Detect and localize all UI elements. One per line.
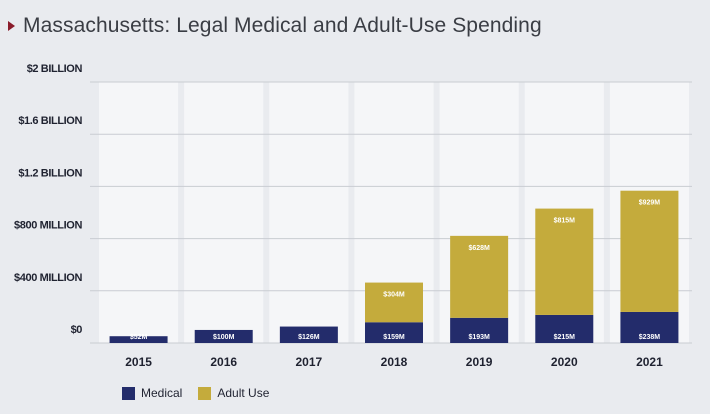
data-label-medical: $238M (639, 334, 661, 341)
y-tick-label: $1.6 BILLION (18, 115, 82, 127)
legend-label-adult-use: Adult Use (217, 386, 270, 400)
data-label-medical: $215M (554, 334, 576, 341)
title-marker-icon (8, 21, 15, 31)
bar-medical (279, 326, 338, 343)
legend-item-medical: Medical (122, 386, 182, 400)
bar-adult-use (450, 235, 509, 318)
bar-medical (450, 317, 509, 343)
data-label-medical: $100M (213, 334, 235, 341)
x-tick-label: 2015 (125, 355, 152, 369)
y-tick-label: $800 MILLION (14, 220, 82, 232)
x-tick-label: 2021 (636, 355, 663, 369)
legend-label-medical: Medical (141, 386, 183, 400)
data-label-adult-use: $304M (383, 292, 405, 299)
bar-adult-use (535, 208, 594, 315)
data-label-medical: $126M (298, 334, 320, 341)
column-background (99, 82, 179, 343)
data-label-medical: $52M (130, 334, 148, 341)
data-label-adult-use: $815M (554, 218, 576, 225)
chart-title: Massachusetts: Legal Medical and Adult-U… (23, 14, 542, 37)
chart-legend: Medical Adult Use (122, 386, 269, 400)
x-tick-label: 2018 (381, 355, 408, 369)
x-tick-label: 2019 (466, 355, 493, 369)
x-tick-label: 2017 (296, 355, 323, 369)
column-background (269, 82, 349, 343)
data-label-adult-use: $929M (639, 200, 661, 207)
y-tick-label: $400 MILLION (14, 272, 82, 284)
y-tick-label: $0 (71, 324, 83, 336)
legend-swatch-adult-use (198, 386, 212, 400)
legend-swatch-medical (122, 386, 135, 400)
y-tick-label: $2 BILLION (27, 63, 83, 75)
bar-medical (535, 314, 594, 343)
chart-title-row: Massachusetts: Legal Medical and Adult-U… (8, 14, 542, 38)
column-background (184, 82, 264, 343)
x-tick-label: 2016 (210, 355, 237, 369)
bar-medical (109, 336, 168, 343)
x-tick-label: 2020 (551, 355, 578, 369)
bar-medical (620, 311, 679, 343)
data-label-adult-use: $628M (468, 245, 490, 252)
data-label-medical: $193M (468, 334, 490, 341)
bar-adult-use (365, 282, 423, 323)
bar-medical (365, 322, 423, 343)
y-tick-label: $1.2 BILLION (18, 167, 82, 179)
bar-adult-use (620, 190, 679, 312)
bar-medical (194, 329, 253, 343)
legend-item-adult-use: Adult Use (198, 386, 269, 400)
data-label-medical: $159M (383, 334, 405, 341)
